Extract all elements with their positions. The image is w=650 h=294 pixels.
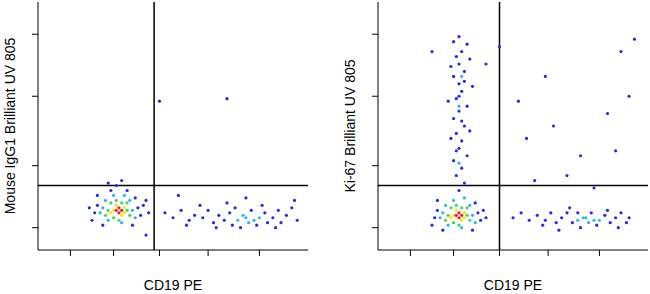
svg-text:Mouse IgG1 Brilliant UV 805: Mouse IgG1 Brilliant UV 805: [8, 37, 18, 214]
svg-text:Ki-67 Brilliant UV 805: Ki-67 Brilliant UV 805: [342, 59, 358, 192]
svg-text:CD19 PE: CD19 PE: [144, 277, 202, 293]
svg-text:CD19 PE: CD19 PE: [484, 277, 542, 293]
